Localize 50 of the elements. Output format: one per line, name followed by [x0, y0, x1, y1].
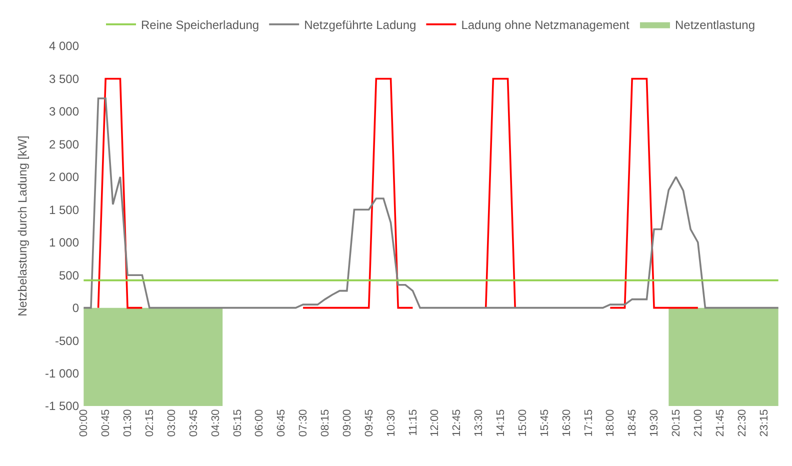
y-tick-label: 500: [58, 268, 80, 282]
x-tick-label: 09:45: [363, 409, 376, 437]
legend-label: Netzgeführte Ladung: [304, 18, 416, 32]
x-tick-label: 03:45: [188, 409, 200, 437]
x-tick-label: 19:30: [648, 409, 661, 437]
legend-label: Reine Speicherladung: [141, 18, 260, 32]
y-tick-label: 3 500: [48, 72, 80, 86]
x-tick-label: 07:30: [298, 409, 310, 437]
x-tick-label: 15:00: [516, 409, 529, 437]
x-tick-label: 18:45: [626, 409, 639, 437]
x-tick-label: 18:00: [604, 409, 617, 437]
y-axis-title: Netzbelastung durch Ladung [kW]: [15, 136, 30, 316]
y-tick-label: -500: [54, 334, 80, 348]
x-tick-label: 21:45: [714, 409, 726, 437]
x-tick-label: 04:30: [210, 409, 222, 437]
x-tick-label: 21:00: [692, 409, 704, 437]
x-tick-label: 02:15: [144, 409, 156, 437]
y-tick-label: 1 000: [48, 236, 80, 250]
x-tick-label: 14:15: [495, 409, 508, 437]
y-tick-label: 1 500: [48, 202, 80, 217]
x-tick-label: 06:00: [254, 409, 266, 437]
x-tick-label: 16:30: [560, 409, 573, 437]
legend-label: Netzentlastung: [674, 18, 756, 32]
x-tick-label: 11:15: [407, 409, 420, 436]
y-tick-label: -1 000: [44, 366, 80, 380]
x-tick-label: 01:30: [122, 409, 134, 437]
y-tick-label: 4 000: [48, 39, 80, 54]
x-tick-label: 10:30: [385, 409, 398, 437]
x-tick-label: 22:30: [736, 409, 748, 437]
x-tick-label: 17:15: [582, 409, 595, 437]
x-tick-label: 13:30: [473, 409, 486, 437]
y-tick-label: 3 000: [48, 104, 80, 119]
x-tick-label: 03:00: [166, 409, 178, 437]
x-tick-label: 09:00: [341, 409, 354, 437]
x-tick-label: 12:45: [451, 409, 464, 437]
x-tick-label: 12:00: [429, 409, 442, 437]
x-tick-label: 15:45: [538, 409, 551, 437]
y-tick-label: 0: [72, 301, 80, 316]
x-tick-label: 05:15: [232, 409, 244, 437]
x-tick-label: 08:15: [320, 409, 332, 437]
line-series: [82, 97, 780, 309]
x-tick-label: 06:45: [276, 409, 288, 437]
y-tick-label: -1 500: [44, 399, 80, 414]
x-tick-label: 00:45: [100, 409, 112, 437]
x-tick-label: 20:15: [670, 409, 683, 437]
legend-label: Ladung ohne Netzmanagement: [461, 18, 630, 32]
y-tick-label: 2 500: [48, 137, 80, 152]
y-tick-label: 2 000: [48, 170, 80, 184]
x-tick-label: 00:00: [78, 409, 90, 437]
x-tick-label: 23:15: [758, 409, 770, 437]
